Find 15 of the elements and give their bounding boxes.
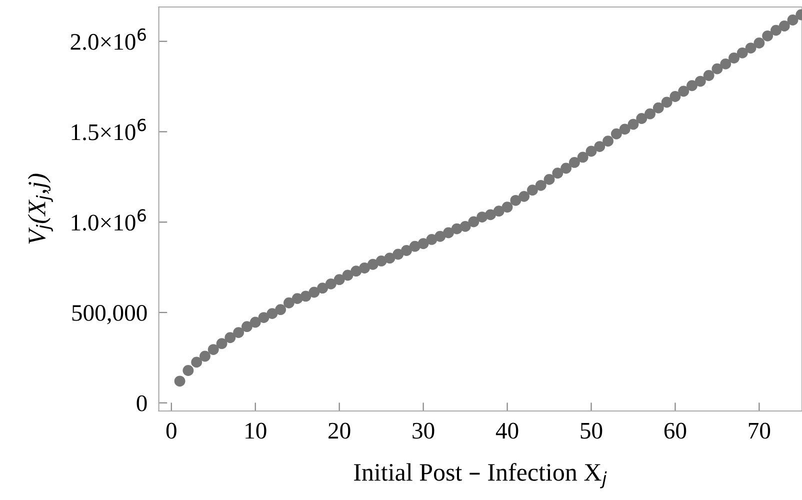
y-tick-label: 0 xyxy=(136,395,147,412)
x-tick-label: 70 xyxy=(748,422,770,439)
x-tick-label: 10 xyxy=(246,422,266,439)
y-tick-label: 1.0×10$^{6}$ xyxy=(72,209,146,231)
x-tick-label: 30 xyxy=(412,422,434,439)
x-tick-label: 20 xyxy=(328,422,350,439)
y-tick-label: 1.5×10$^{6}$ xyxy=(72,118,146,140)
x-tick-label: 50 xyxy=(580,422,602,439)
y-tick-label: 2.0×10$^{6}$ xyxy=(70,28,146,50)
x-tick-label: 40 xyxy=(496,422,518,439)
x-axis-title: Initial Post – Infection X$_{j}$ xyxy=(354,462,607,488)
x-tick-label: 60 xyxy=(664,422,686,439)
x-tick-label: 0 xyxy=(166,422,176,439)
y-axis-title: V$_{j}$(X$_{j}$,j) xyxy=(28,174,53,244)
y-tick-label: 500,000 xyxy=(72,304,147,324)
